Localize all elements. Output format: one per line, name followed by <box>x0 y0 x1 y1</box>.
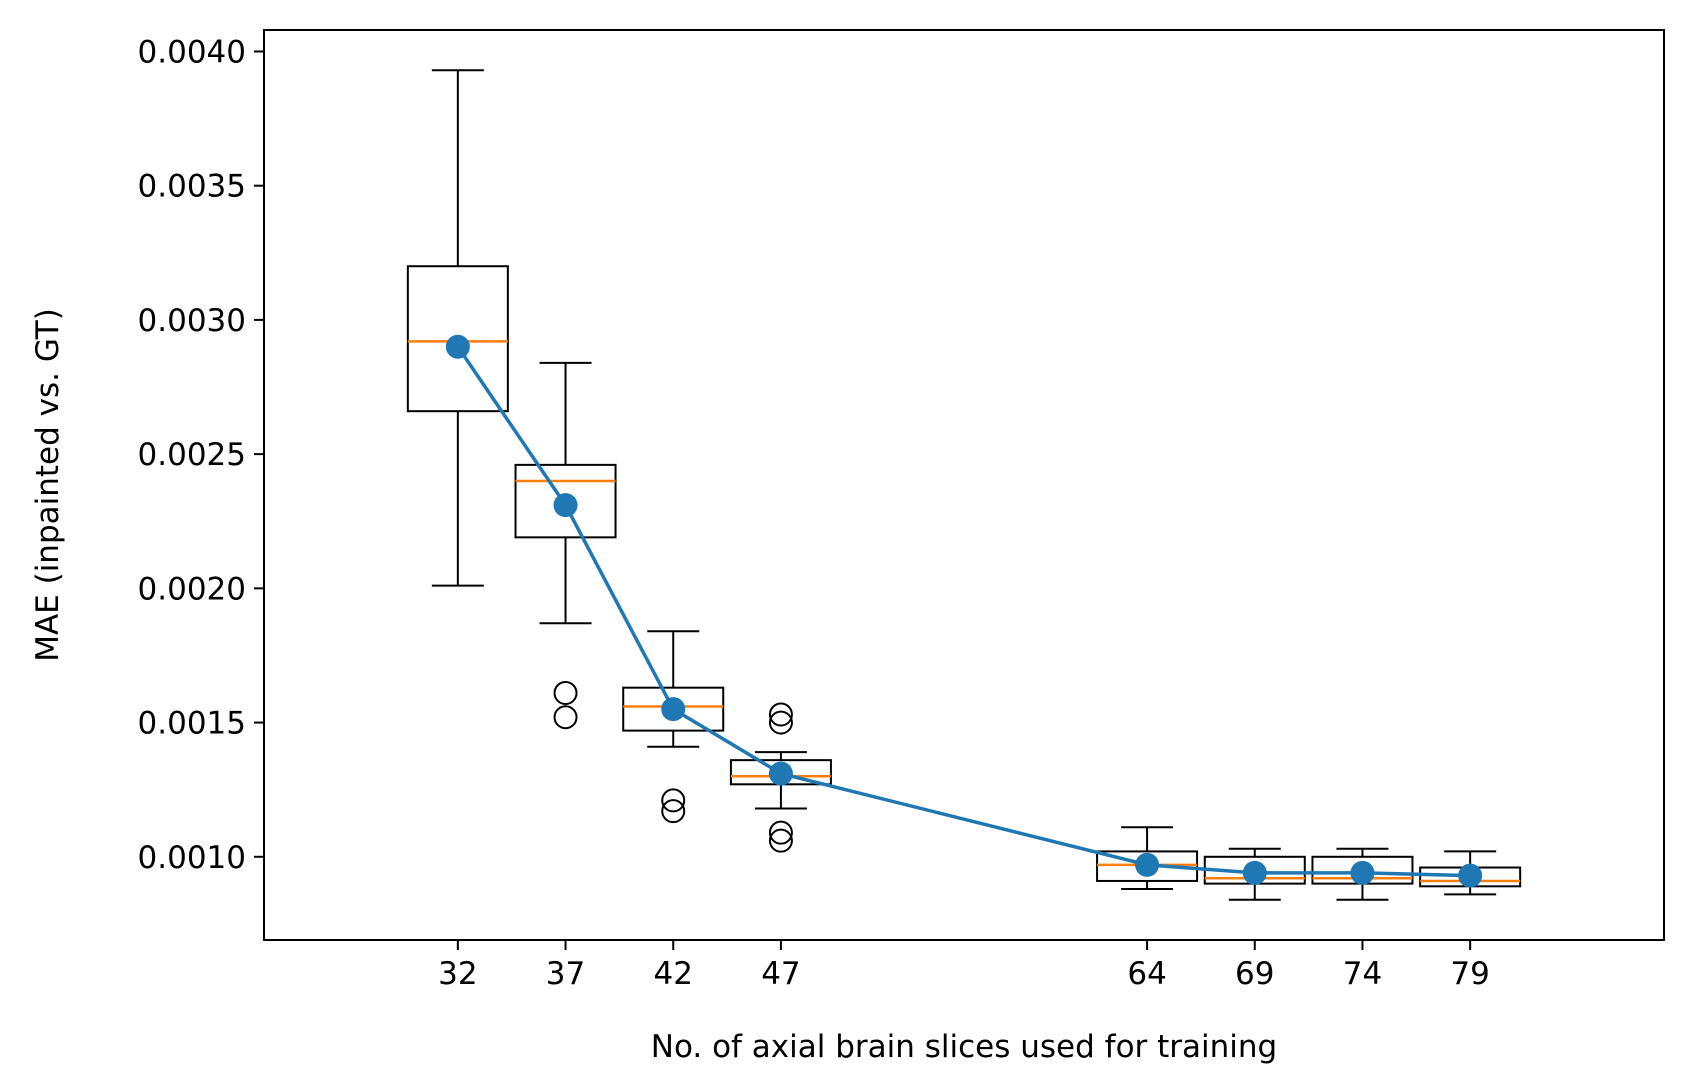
outlier-point <box>768 828 793 853</box>
outlier-point <box>768 820 793 845</box>
axes: 32 37 42 47 64 69 74 79 0.0010 0.0015 0.0020 0.0025… <box>138 34 1490 992</box>
x-tick-label-42: 42 <box>654 956 693 992</box>
outlier-point <box>553 705 578 730</box>
box-37 <box>514 361 617 730</box>
mean-point-47 <box>768 761 793 786</box>
x-tick-label-32: 32 <box>438 956 477 992</box>
x-axis-label: No. of axial brain slices used for train… <box>651 1029 1277 1065</box>
mean-point-74 <box>1350 860 1375 885</box>
y-tick-label-0: 0.0010 <box>138 840 246 876</box>
outlier-point <box>768 710 793 735</box>
mean-point-42 <box>661 697 686 722</box>
y-tick-label-1: 0.0015 <box>138 706 246 742</box>
y-tick-label-2: 0.0020 <box>138 571 246 607</box>
box-32 <box>406 69 509 587</box>
y-tick-label-3: 0.0025 <box>138 437 246 473</box>
y-axis-label: MAE (inpainted vs. GT) <box>30 308 66 662</box>
mean-point-64 <box>1135 852 1160 877</box>
x-tick-label-47: 47 <box>761 956 800 992</box>
x-tick-label-69: 69 <box>1235 956 1274 992</box>
mean-line <box>456 345 1471 878</box>
y-tick-label-6: 0.0040 <box>138 34 246 70</box>
x-tick-label-64: 64 <box>1127 956 1166 992</box>
x-tick-label-37: 37 <box>546 956 585 992</box>
box-42 <box>622 630 725 824</box>
mean-point-69 <box>1242 860 1267 885</box>
outlier-point <box>768 702 793 727</box>
plot-frame <box>263 29 1665 941</box>
mean-point-37 <box>553 493 578 518</box>
x-tick-label-74: 74 <box>1343 956 1382 992</box>
y-tick-label-5: 0.0035 <box>138 169 246 205</box>
outlier-point <box>661 788 686 813</box>
mean-point-32 <box>445 334 470 359</box>
x-tick-label-79: 79 <box>1450 956 1489 992</box>
y-tick-label-4: 0.0030 <box>138 303 246 339</box>
outlier-point <box>553 681 578 706</box>
outlier-point <box>661 799 686 824</box>
mean-point-79 <box>1458 863 1483 888</box>
plot-marks <box>406 69 1522 901</box>
